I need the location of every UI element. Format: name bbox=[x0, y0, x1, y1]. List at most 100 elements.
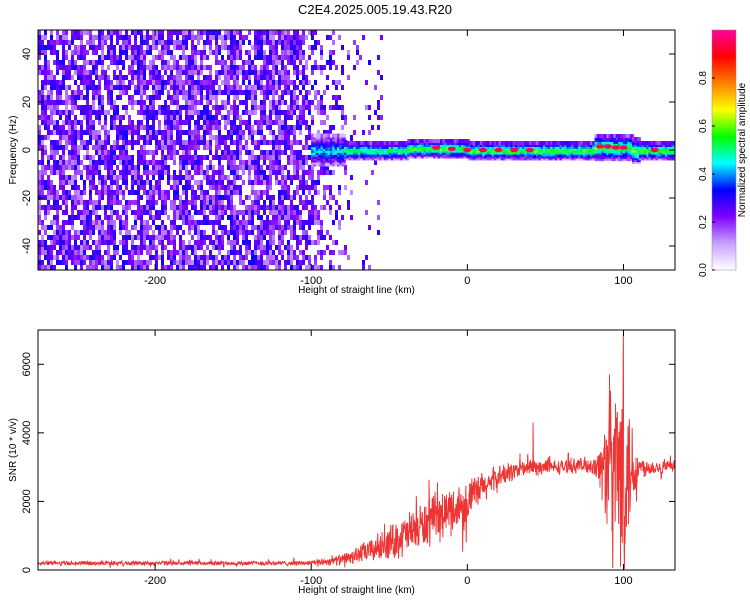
noise-cell bbox=[293, 35, 296, 40]
noise-cell bbox=[242, 130, 245, 135]
noise-cell bbox=[152, 255, 155, 260]
noise-cell bbox=[86, 50, 89, 55]
noise-cell bbox=[308, 265, 311, 270]
noise-cell bbox=[260, 90, 263, 95]
noise-cell bbox=[140, 195, 143, 200]
noise-cell bbox=[296, 155, 299, 160]
noise-cell bbox=[95, 185, 98, 190]
noise-cell bbox=[260, 260, 263, 265]
signal-cell bbox=[341, 133, 346, 138]
noise-cell bbox=[233, 210, 236, 215]
noise-cell bbox=[209, 120, 212, 125]
noise-cell bbox=[53, 155, 56, 160]
noise-cell bbox=[221, 135, 224, 140]
noise-cell bbox=[146, 180, 149, 185]
noise-cell bbox=[188, 70, 191, 75]
noise-cell bbox=[131, 240, 134, 245]
noise-cell bbox=[179, 215, 182, 220]
noise-cell bbox=[299, 45, 302, 50]
noise-cell bbox=[296, 40, 299, 45]
noise-cell bbox=[98, 40, 101, 45]
noise-cell bbox=[308, 210, 311, 215]
noise-cell bbox=[68, 45, 71, 50]
noise-cell bbox=[152, 95, 155, 100]
noise-cell bbox=[281, 95, 284, 100]
noise-cell bbox=[107, 135, 110, 140]
noise-cell bbox=[206, 255, 209, 260]
noise-cell bbox=[179, 165, 182, 170]
noise-cell bbox=[191, 165, 194, 170]
noise-cell bbox=[143, 245, 146, 250]
noise-cell bbox=[200, 235, 203, 240]
noise-cell bbox=[113, 160, 116, 165]
noise-cell bbox=[281, 100, 284, 105]
noise-cell bbox=[233, 175, 236, 180]
noise-cell bbox=[287, 215, 290, 220]
noise-cell bbox=[167, 45, 170, 50]
noise-cell bbox=[227, 230, 230, 235]
noise-cell bbox=[41, 110, 44, 115]
noise-cell bbox=[77, 250, 80, 255]
noise-cell bbox=[200, 155, 203, 160]
noise-cell bbox=[143, 220, 146, 225]
noise-cell bbox=[68, 115, 71, 120]
noise-cell bbox=[284, 50, 287, 55]
noise-cell bbox=[128, 230, 131, 235]
noise-cell bbox=[302, 145, 305, 150]
noise-cell bbox=[161, 265, 164, 270]
noise-cell bbox=[284, 45, 287, 50]
noise-cell bbox=[134, 170, 137, 175]
noise-cell bbox=[47, 60, 50, 65]
noise-cell bbox=[278, 30, 281, 35]
noise-cell bbox=[215, 90, 218, 95]
noise-cell bbox=[320, 105, 323, 110]
noise-cell bbox=[260, 35, 263, 40]
noise-cell bbox=[95, 140, 98, 145]
noise-cell bbox=[74, 160, 77, 165]
noise-cell bbox=[296, 175, 299, 180]
noise-cell bbox=[50, 50, 53, 55]
noise-cell bbox=[62, 75, 65, 80]
noise-cell bbox=[95, 130, 98, 135]
noise-cell bbox=[80, 80, 83, 85]
noise-cell bbox=[56, 215, 59, 220]
noise-cell bbox=[89, 235, 92, 240]
noise-cell bbox=[92, 220, 95, 225]
noise-cell bbox=[158, 80, 161, 85]
noise-cell bbox=[167, 95, 170, 100]
noise-cell bbox=[293, 30, 296, 35]
noise-cell bbox=[41, 170, 44, 175]
signal-cell bbox=[351, 141, 356, 146]
noise-cell bbox=[44, 225, 47, 230]
noise-cell bbox=[239, 100, 242, 105]
noise-cell bbox=[254, 175, 257, 180]
noise-cell bbox=[248, 245, 251, 250]
noise-cell bbox=[167, 265, 170, 270]
noise-cell bbox=[332, 50, 335, 55]
noise-cell bbox=[182, 80, 185, 85]
noise-cell bbox=[257, 170, 260, 175]
noise-cell bbox=[347, 255, 350, 260]
noise-cell bbox=[269, 50, 272, 55]
noise-cell bbox=[44, 240, 47, 245]
noise-cell bbox=[161, 220, 164, 225]
noise-cell bbox=[209, 255, 212, 260]
noise-cell bbox=[161, 140, 164, 145]
noise-cell bbox=[170, 130, 173, 135]
noise-cell bbox=[308, 240, 311, 245]
noise-cell bbox=[83, 80, 86, 85]
noise-cell bbox=[59, 185, 62, 190]
noise-cell bbox=[74, 45, 77, 50]
noise-cell bbox=[278, 235, 281, 240]
noise-cell bbox=[326, 115, 329, 120]
noise-cell bbox=[89, 175, 92, 180]
noise-cell bbox=[155, 135, 158, 140]
noise-cell bbox=[50, 80, 53, 85]
noise-cell bbox=[248, 220, 251, 225]
noise-cell bbox=[365, 105, 368, 110]
noise-cell bbox=[266, 155, 269, 160]
noise-cell bbox=[287, 40, 290, 45]
noise-cell bbox=[152, 150, 155, 155]
noise-cell bbox=[296, 160, 299, 165]
noise-cell bbox=[161, 250, 164, 255]
